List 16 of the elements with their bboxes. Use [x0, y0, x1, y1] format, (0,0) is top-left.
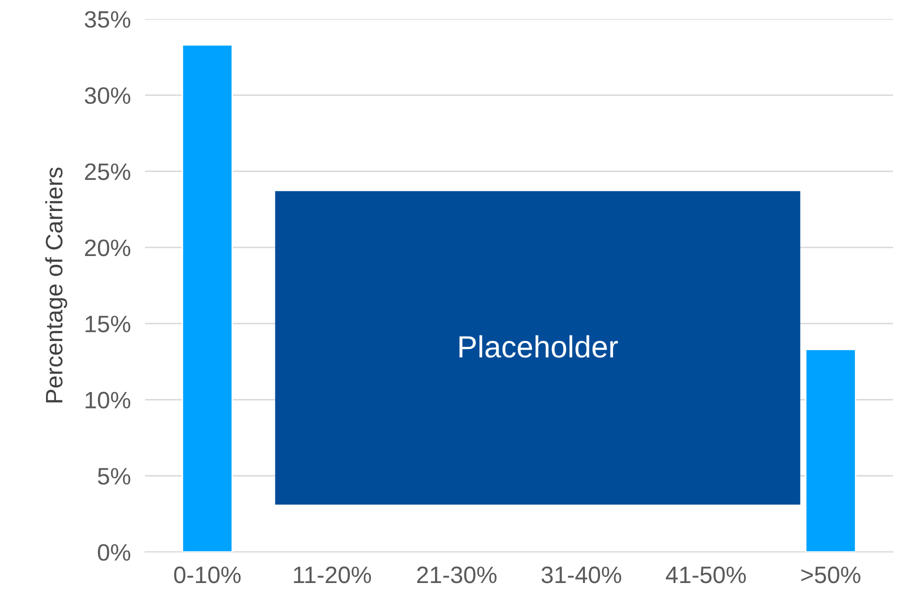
- y-tick-label: 30%: [84, 87, 130, 104]
- x-tick-label: 41-50%: [666, 566, 746, 584]
- y-axis-title: Percentage of Carriers: [45, 168, 68, 402]
- x-tick-label: 0-10%: [174, 566, 241, 584]
- y-tick-label: 10%: [86, 392, 130, 408]
- x-tick-label: 21-30%: [417, 566, 497, 584]
- x-tick-label: 31-40%: [542, 566, 622, 584]
- y-tick-label: 35%: [84, 11, 130, 28]
- annotation: Placeholder: [460, 335, 618, 358]
- y-tick-label: 0%: [98, 544, 130, 561]
- x-tick-label: >50%: [801, 566, 860, 584]
- y-tick-label: 25%: [85, 163, 130, 180]
- x-tick-label: 11-20%: [294, 566, 371, 584]
- y-tick-label: 20%: [85, 239, 130, 256]
- y-tick-label: 15%: [86, 316, 130, 332]
- y-tick-label: 5%: [98, 468, 130, 485]
